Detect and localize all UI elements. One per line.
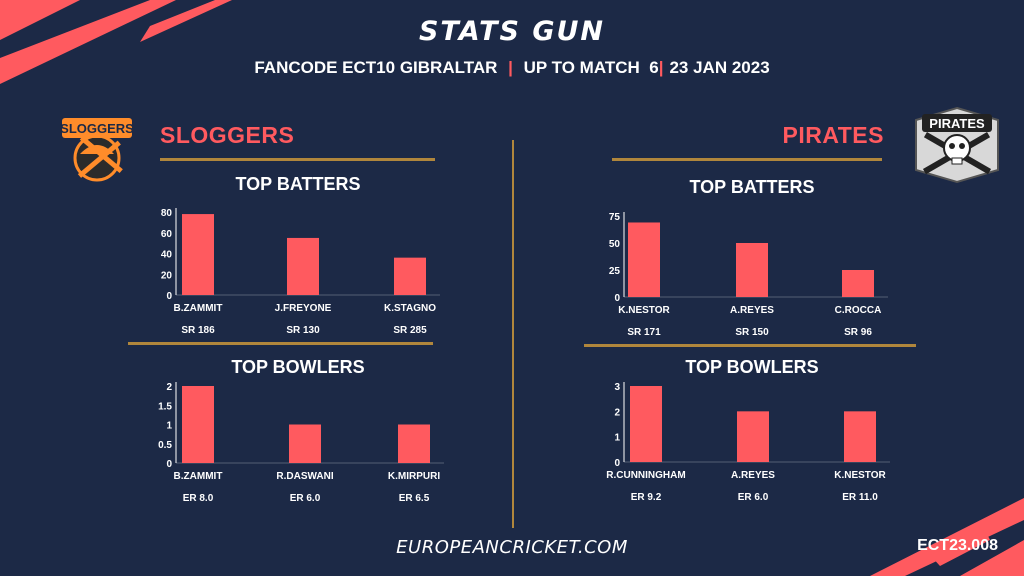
bar [842,270,874,297]
y-tick-label: 2 [614,407,620,418]
subtitle-date: 23 JAN 2023 [669,58,770,77]
bar-sublabel: SR 171 [627,327,661,338]
x-tick-label: B.ZAMMIT [174,303,223,314]
y-tick-label: 0.5 [158,440,172,451]
footer-website: EUROPEANCRICKET.COM [396,537,628,558]
y-tick-label: 0 [166,459,172,470]
y-tick-label: 2 [166,382,172,393]
y-tick-label: 0 [166,291,172,302]
page-subtitle: FANCODE ECT10 GIBRALTAR | UP TO MATCH 6|… [0,58,1024,78]
bar [736,243,768,297]
subtitle-competition: FANCODE ECT10 GIBRALTAR [254,58,498,77]
center-divider [512,140,514,528]
page-title: STATS GUN [418,16,606,47]
sloggers-logo-text: SLOGGERS [60,121,134,136]
bar-sublabel: SR 96 [844,327,872,338]
sloggers-bowlers-heading: TOP BOWLERS [231,357,365,377]
pirates-bowlers-heading: TOP BOWLERS [685,357,819,377]
y-tick-label: 80 [161,208,173,219]
y-tick-label: 75 [609,212,621,223]
bar-sublabel: SR 186 [181,325,215,336]
gold-rule [584,344,916,347]
y-tick-label: 1 [614,433,620,444]
bar-sublabel: ER 11.0 [842,492,878,503]
bar [287,237,319,295]
y-tick-label: 0 [614,458,620,469]
bar-sublabel: ER 6.5 [399,493,430,504]
team-name-sloggers: SLOGGERS [160,122,295,148]
sloggers-batters-heading: TOP BATTERS [235,174,361,194]
bar-sublabel: ER 8.0 [183,493,214,504]
bar-sublabel: ER 9.2 [631,492,662,503]
x-tick-label: A.REYES [730,305,774,316]
gold-rule [160,158,435,161]
x-tick-label: K.NESTOR [834,470,886,481]
x-tick-label: J.FREYONE [275,303,332,314]
bar-sublabel: ER 6.0 [738,492,769,503]
bar-sublabel: SR 130 [286,325,320,336]
y-tick-label: 3 [614,382,620,393]
bar-sublabel: SR 285 [393,325,427,336]
bar [182,386,214,463]
bar [628,222,660,297]
y-tick-label: 25 [609,266,621,277]
graphic-code: ECT23.008 [917,537,998,554]
bar [398,424,430,463]
bar [630,386,662,462]
y-tick-label: 1.5 [158,401,172,412]
bar [737,411,769,462]
pirates-logo-text: PIRATES [929,116,985,131]
y-tick-label: 50 [609,239,621,250]
x-tick-label: K.STAGNO [384,303,436,314]
gold-rule [128,342,433,345]
x-tick-label: R.DASWANI [276,471,333,482]
y-tick-label: 20 [161,270,173,281]
x-tick-label: K.NESTOR [618,305,670,316]
bar [844,411,876,462]
y-tick-label: 40 [161,250,173,261]
bar-sublabel: SR 150 [735,327,769,338]
bar [289,424,321,463]
x-tick-label: A.REYES [731,470,775,481]
y-tick-label: 60 [161,229,173,240]
subtitle-match: UP TO MATCH 6 [523,58,659,77]
sloggers-logo: SLOGGERS [60,118,134,182]
x-tick-label: C.ROCCA [835,305,882,316]
pirates-logo: PIRATES [915,106,999,184]
y-tick-label: 0 [614,293,620,304]
gold-rule [612,158,882,161]
subtitle-separator: | [508,58,513,77]
x-tick-label: B.ZAMMIT [174,471,223,482]
x-tick-label: K.MIRPURI [388,471,440,482]
bar-sublabel: ER 6.0 [290,493,321,504]
team-name-pirates: PIRATES [782,122,884,148]
y-tick-label: 1 [166,421,172,432]
pirates-batters-heading: TOP BATTERS [689,177,815,197]
bar [182,214,214,295]
x-tick-label: R.CUNNINGHAM [606,470,685,481]
subtitle-separator: | [658,58,664,77]
bar [394,257,426,295]
